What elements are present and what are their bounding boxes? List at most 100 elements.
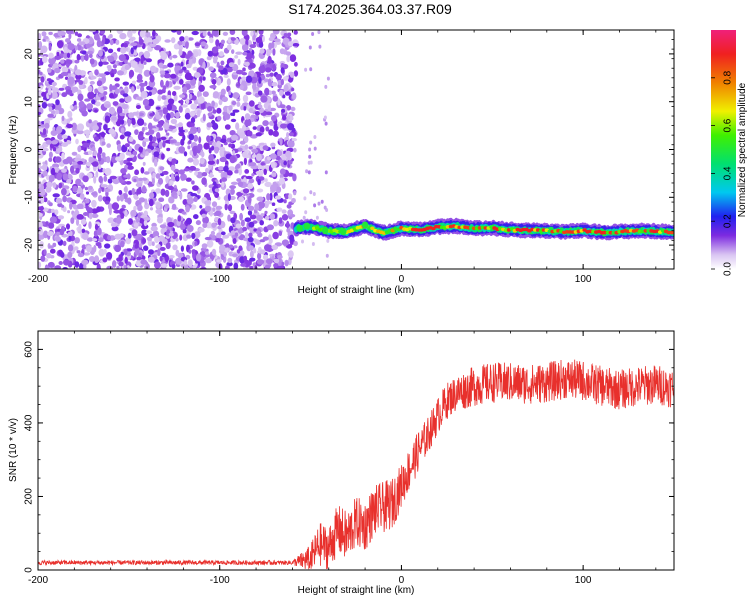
noise-cell [305, 169, 309, 174]
noise-cell [270, 161, 276, 169]
noise-cell [307, 170, 311, 175]
noise-cell [170, 73, 177, 79]
noise-cell [131, 86, 135, 93]
noise-cell [214, 188, 220, 193]
noise-cell [294, 61, 298, 67]
noise-cell [140, 90, 148, 99]
noise-cell [78, 41, 86, 46]
noise-cell [185, 41, 189, 49]
noise-cell [231, 134, 239, 141]
noise-cell [271, 202, 276, 206]
noise-cell [54, 109, 60, 115]
noise-cell [114, 244, 122, 253]
noise-cell [155, 188, 161, 194]
noise-cell [184, 54, 191, 59]
noise-cell [186, 63, 192, 69]
noise-cell [101, 141, 106, 146]
noise-cell [148, 168, 154, 173]
noise-cell [277, 150, 283, 157]
noise-cell [112, 64, 117, 69]
noise-cell [107, 48, 114, 54]
noise-cell [247, 236, 254, 243]
noise-cell [142, 140, 147, 148]
x-tick-label: 100 [575, 575, 592, 586]
noise-cell [271, 172, 277, 178]
noise-cell [262, 236, 269, 241]
noise-cell [184, 112, 191, 120]
noise-cell [206, 56, 212, 61]
noise-cell [51, 81, 57, 87]
noise-cell [217, 115, 222, 121]
noise-cell [291, 138, 298, 142]
noise-cell [134, 169, 140, 175]
noise-cell [250, 31, 254, 37]
noise-cell [120, 168, 127, 174]
noise-cell [282, 37, 290, 45]
noise-cell [195, 220, 201, 226]
noise-cell [61, 92, 68, 98]
noise-cell [259, 249, 266, 255]
noise-cell [124, 95, 132, 103]
noise-cell [62, 240, 67, 247]
noise-cell [134, 57, 141, 62]
noise-cell [128, 112, 135, 119]
noise-cell [229, 210, 236, 215]
noise-cell [211, 145, 215, 151]
noise-cell [178, 49, 183, 56]
noise-cell [283, 160, 288, 166]
noise-cell [271, 81, 278, 87]
noise-cell [193, 214, 199, 220]
noise-cell [218, 99, 223, 106]
noise-cell [48, 52, 54, 59]
noise-cell [72, 185, 78, 192]
noise-cell [229, 30, 236, 35]
noise-cell [202, 91, 209, 97]
noise-cell [199, 157, 205, 165]
noise-cell [244, 217, 252, 222]
noise-cell [139, 30, 146, 38]
signal-peak [340, 228, 347, 236]
noise-cell [234, 55, 239, 59]
noise-cell [168, 196, 175, 204]
noise-cell [111, 116, 117, 121]
noise-cell [211, 30, 219, 37]
noise-cell [274, 195, 282, 200]
noise-cell [256, 196, 264, 202]
x-tick-label: -200 [28, 274, 48, 285]
noise-cell [222, 111, 228, 116]
noise-cell [93, 176, 97, 184]
noise-cell [157, 94, 162, 102]
noise-cell [42, 56, 48, 63]
noise-cell [56, 51, 60, 57]
noise-cell [96, 263, 101, 269]
noise-cell [41, 147, 49, 152]
noise-cell [154, 261, 161, 269]
noise-cell [45, 139, 52, 145]
noise-cell [86, 207, 93, 212]
noise-cell [177, 215, 182, 222]
noise-cell [134, 244, 139, 249]
noise-cell [228, 244, 234, 249]
noise-cell [136, 85, 140, 90]
noise-cell [243, 136, 249, 143]
noise-cell [96, 227, 102, 236]
y-tick-label: 600 [24, 341, 35, 358]
noise-cell [67, 251, 73, 259]
noise-cell [275, 186, 282, 194]
snr-x-ticks: -200 -100 0 100 [28, 331, 657, 586]
noise-cell [162, 170, 169, 175]
noise-cell [94, 69, 99, 76]
y-tick-label: -20 [24, 237, 35, 252]
noise-cell [160, 52, 168, 60]
noise-cell [82, 175, 89, 183]
noise-cell [179, 94, 186, 98]
noise-cell [293, 190, 297, 196]
noise-cell [119, 32, 127, 40]
noise-cell [158, 62, 164, 69]
noise-cell [208, 163, 213, 170]
noise-cell [80, 182, 84, 186]
noise-cell [286, 220, 290, 229]
noise-cell [95, 242, 102, 247]
colorbar-tick-label: 0.4 [723, 166, 734, 180]
noise-cell [197, 126, 201, 134]
